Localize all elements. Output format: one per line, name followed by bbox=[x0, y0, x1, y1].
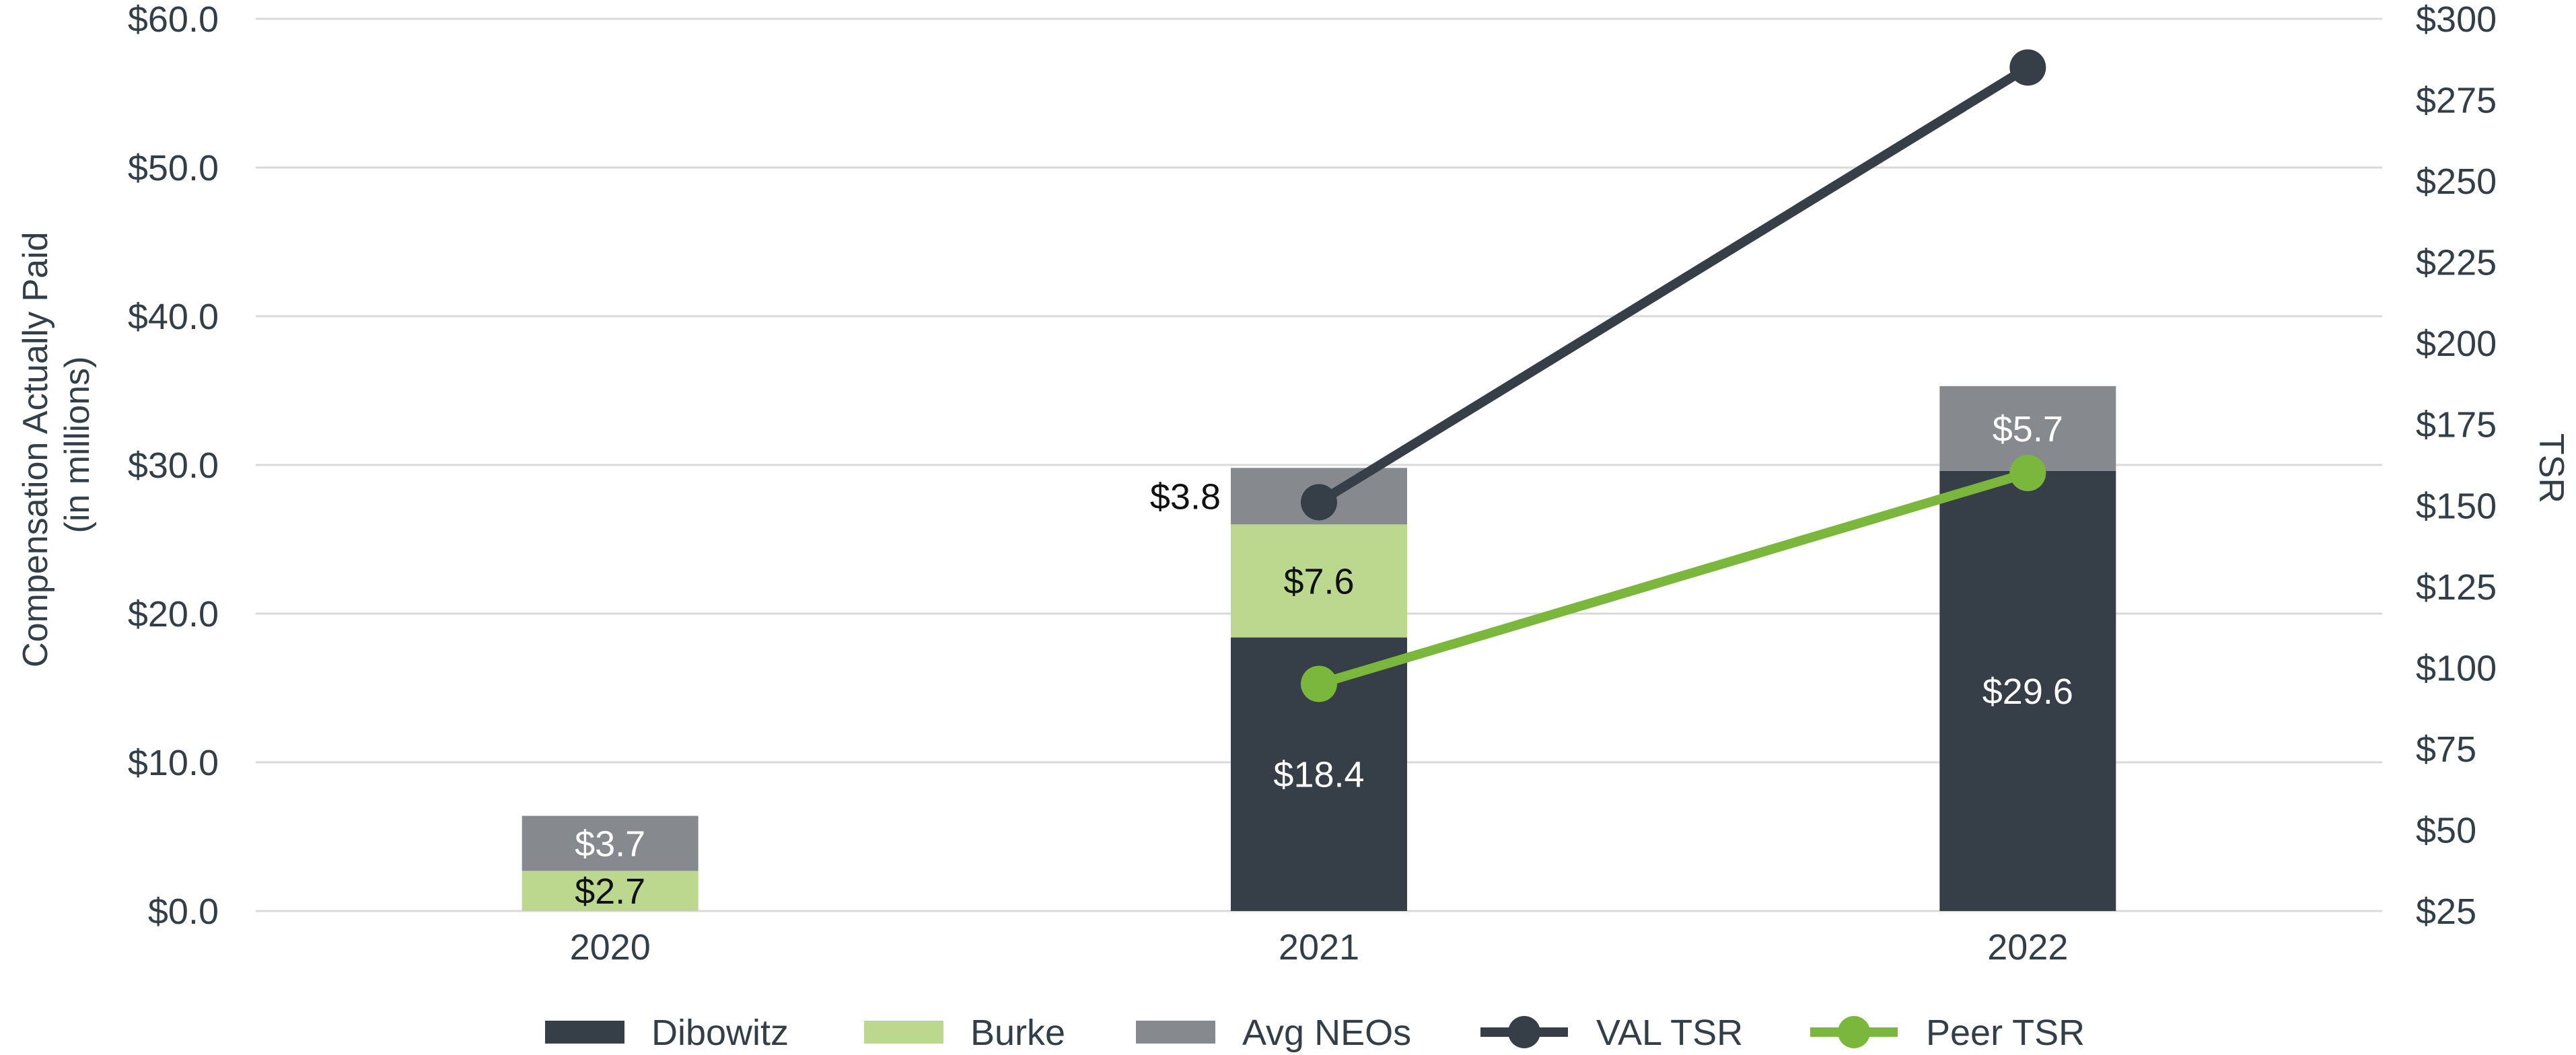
y-axis-title-line-2: (in millions) bbox=[58, 357, 97, 534]
y-tick-label: $60.0 bbox=[128, 0, 219, 40]
y2-axis-title: TSR bbox=[2532, 433, 2571, 503]
y2-tick-label: $75 bbox=[2416, 729, 2476, 770]
y-tick-label: $40.0 bbox=[128, 297, 219, 337]
line-marker bbox=[2009, 455, 2046, 492]
y2-tick-label: $25 bbox=[2416, 892, 2476, 932]
y2-tick-label: $250 bbox=[2416, 161, 2497, 202]
tsr-lines bbox=[1301, 49, 2046, 702]
y2-tick-label: $225 bbox=[2416, 243, 2497, 283]
legend-swatch bbox=[545, 1021, 624, 1044]
bar-burke bbox=[522, 871, 699, 911]
legend-item-val-tsr: VAL TSR bbox=[1480, 1013, 1743, 1053]
x-tick-label: 2021 bbox=[1279, 927, 1359, 968]
y2-tick-label: $200 bbox=[2416, 324, 2497, 364]
legend-label: Avg NEOs bbox=[1242, 1013, 1411, 1053]
legend-item-peer-tsr: Peer TSR bbox=[1810, 1013, 2085, 1053]
y2-tick-label: $175 bbox=[2416, 405, 2497, 445]
data-labels: $2.7 $3.7 $18.4 $7.6 $3.8 $29.6 $5.7 bbox=[575, 409, 2073, 912]
y-axis-right: $25 $50 $75 $100 $125 $150 $175 $200 $225 $250 $27… bbox=[2416, 0, 2497, 932]
legend-item-avg-neos: Avg NEOs bbox=[1136, 1013, 1411, 1053]
legend-label: Burke bbox=[970, 1013, 1065, 1053]
data-label: $18.4 bbox=[1273, 755, 1364, 795]
bar-avg-neos bbox=[522, 815, 699, 871]
x-tick-label: 2020 bbox=[570, 927, 651, 968]
data-label: $5.7 bbox=[1993, 409, 2063, 449]
data-label: $3.7 bbox=[575, 824, 645, 864]
legend-label: Dibowitz bbox=[651, 1013, 789, 1053]
legend-label: Peer TSR bbox=[1926, 1013, 2085, 1053]
line-marker bbox=[1301, 484, 1337, 521]
legend-swatch bbox=[864, 1021, 943, 1044]
bar-burke bbox=[1231, 524, 1407, 638]
y-tick-label: $50.0 bbox=[128, 148, 219, 188]
bars bbox=[522, 386, 2116, 911]
legend-swatch bbox=[1136, 1021, 1215, 1044]
x-tick-label: 2022 bbox=[1987, 927, 2068, 968]
line-peer-tsr bbox=[1318, 468, 2030, 689]
y2-tick-label: $50 bbox=[2416, 810, 2476, 850]
y-tick-label: $0.0 bbox=[148, 892, 219, 932]
y-tick-label: $30.0 bbox=[128, 445, 219, 486]
x-axis: 2020 2021 2022 bbox=[570, 927, 2069, 968]
y-axis-left: $0.0 $10.0 $20.0 $30.0 $40.0 $50.0 $60.0 bbox=[128, 0, 219, 932]
y2-tick-label: $150 bbox=[2416, 486, 2497, 526]
legend-label: VAL TSR bbox=[1596, 1013, 1743, 1053]
legend-item-dibowitz: Dibowitz bbox=[545, 1013, 789, 1053]
y2-tick-label: $125 bbox=[2416, 567, 2497, 608]
data-label: $2.7 bbox=[575, 871, 645, 912]
data-label: $29.6 bbox=[1982, 671, 2073, 712]
data-label: $3.8 bbox=[1150, 476, 1221, 517]
bar-dibowitz bbox=[1939, 470, 2116, 911]
y-axis-title-line-1: Compensation Actually Paid bbox=[16, 231, 55, 667]
y-tick-label: $10.0 bbox=[128, 743, 219, 783]
data-label: $7.6 bbox=[1283, 561, 1354, 602]
y-tick-label: $20.0 bbox=[128, 594, 219, 634]
y2-tick-label: $300 bbox=[2416, 0, 2497, 40]
line-marker bbox=[2009, 49, 2046, 86]
y2-tick-label: $100 bbox=[2416, 648, 2497, 688]
legend-marker bbox=[1838, 1016, 1870, 1048]
legend-item-burke: Burke bbox=[864, 1013, 1065, 1053]
y2-tick-label: $275 bbox=[2416, 81, 2497, 121]
line-marker bbox=[1301, 665, 1337, 702]
legend-marker bbox=[1508, 1016, 1540, 1048]
line-val-tsr bbox=[1316, 63, 2030, 507]
y-axis-title: Compensation Actually Paid (in millions) bbox=[16, 222, 97, 667]
legend: Dibowitz Burke Avg NEOs VAL TSR Peer TSR bbox=[545, 1013, 2085, 1053]
